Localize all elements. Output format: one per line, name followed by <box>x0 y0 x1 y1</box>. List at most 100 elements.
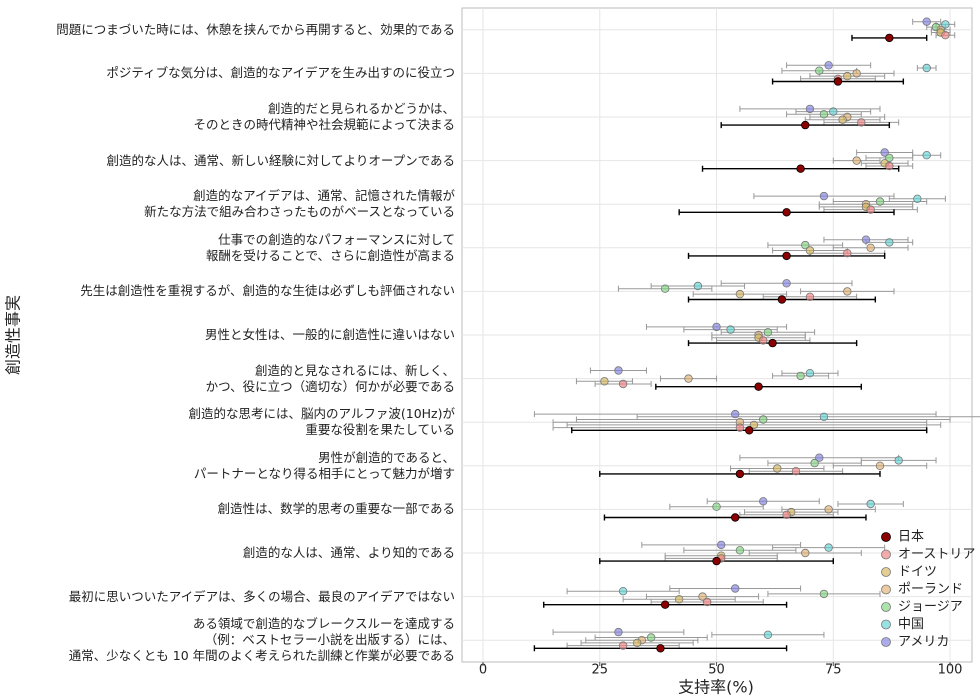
dot <box>656 644 665 653</box>
y-tick-label: 男性と女性は、一般的に創造性に違いはない <box>204 327 455 342</box>
dot <box>796 371 805 381</box>
legend-swatch <box>881 567 891 577</box>
dot <box>763 328 773 337</box>
dot <box>618 587 628 596</box>
dot <box>712 556 721 566</box>
dot <box>810 458 819 468</box>
legend-swatch <box>881 549 891 560</box>
dot <box>852 69 861 78</box>
dot <box>759 336 768 345</box>
dot <box>801 548 810 558</box>
dot <box>861 235 871 244</box>
dot <box>805 104 815 114</box>
dot <box>759 415 768 424</box>
legend-swatch <box>881 602 891 612</box>
dot <box>880 148 889 157</box>
dot <box>773 464 782 473</box>
dot <box>875 461 885 470</box>
dot <box>712 322 721 332</box>
dot <box>941 31 950 40</box>
y-tick-label: 創造性は、数学的思考の重要な一部である <box>217 501 455 517</box>
legend-label: アメリカ <box>898 635 949 650</box>
legend-swatch <box>881 637 891 647</box>
dot <box>735 546 745 555</box>
dot <box>833 77 843 86</box>
dot <box>782 510 791 519</box>
dot <box>922 150 931 160</box>
dot <box>791 467 801 476</box>
dot <box>614 366 623 375</box>
y-axis-title: 創造性事実 <box>4 295 23 375</box>
x-axis-title: 支持率(%) <box>678 678 754 697</box>
dot <box>646 633 656 642</box>
dot <box>885 33 894 43</box>
x-tick-label: 25 <box>592 663 609 678</box>
dot <box>660 284 670 293</box>
dot <box>913 194 922 203</box>
y-tick-label: 最初に思いついたアイデアは、多くの場合、最良のアイデアではない <box>68 588 455 604</box>
dot <box>866 205 875 214</box>
y-tick-label: 仕事での創造的なパフォーマンスに対して 報酬を受けることで、さらに創造性が高まる <box>205 231 455 263</box>
dot <box>885 238 894 247</box>
dot <box>805 292 815 301</box>
dot <box>843 287 852 296</box>
dot <box>801 120 810 130</box>
dot <box>749 420 759 430</box>
dot <box>922 63 931 73</box>
dot <box>735 289 745 299</box>
x-tick-label: 0 <box>479 663 487 678</box>
dot <box>768 338 777 348</box>
legend-swatch <box>881 619 891 630</box>
dot <box>731 409 740 419</box>
dot <box>805 369 815 378</box>
dot <box>717 540 726 550</box>
dot <box>824 61 833 70</box>
dot <box>805 246 815 255</box>
legend-label: ドイツ <box>898 565 937 580</box>
y-tick-label: 先生は創造性を重視するが、創造的な生徒は必ずしも評価されない <box>80 283 455 299</box>
dot <box>745 426 754 435</box>
dot <box>819 110 829 119</box>
dot <box>922 17 931 26</box>
dot <box>885 153 894 163</box>
x-tick-label: 100 <box>938 663 963 678</box>
dot <box>782 208 791 217</box>
dot <box>735 469 745 479</box>
y-tick-label: ある領域で創造的なブレークスルーを達成する （例：ベストセラー小説を出版する）に… <box>68 616 455 664</box>
dot <box>843 248 852 258</box>
legend-label: 日本 <box>898 530 924 545</box>
dot <box>815 453 824 462</box>
dot <box>735 423 745 432</box>
dot <box>684 374 693 383</box>
dot <box>829 107 838 116</box>
legend-label: ジョージア <box>898 600 963 615</box>
dot <box>731 584 740 593</box>
y-tick-label: ポジティブな気分は、創造的なアイデアを生み出すのに役立つ <box>106 65 455 81</box>
dot <box>693 281 703 291</box>
dot <box>941 20 950 29</box>
dot <box>843 71 852 81</box>
legend-label: 中国 <box>898 617 924 632</box>
dot <box>754 382 763 391</box>
legend-label: ポーランド <box>898 582 963 597</box>
dot <box>674 595 684 604</box>
dot <box>618 641 628 650</box>
dot <box>782 279 791 288</box>
dot <box>819 412 829 421</box>
dot <box>819 589 829 599</box>
dot <box>838 115 847 124</box>
y-tick-label: 創造的と見なされるには、新しく、 かつ、役に立つ（適切な）何かが必要である <box>205 362 455 394</box>
legend-swatch <box>881 532 891 542</box>
y-tick-label: 創造的な人は、通常、より知的である <box>242 545 455 560</box>
dot <box>824 543 833 552</box>
dot <box>600 377 609 386</box>
dot <box>731 513 740 522</box>
y-tick-label: 問題につまづいた時には、休憩を挟んでから再開すると、効果的である <box>56 21 455 37</box>
dot <box>777 295 787 304</box>
dot <box>894 456 903 465</box>
legend-swatch <box>881 584 891 595</box>
dot <box>660 600 670 609</box>
dot <box>819 191 829 201</box>
dot <box>875 197 885 206</box>
